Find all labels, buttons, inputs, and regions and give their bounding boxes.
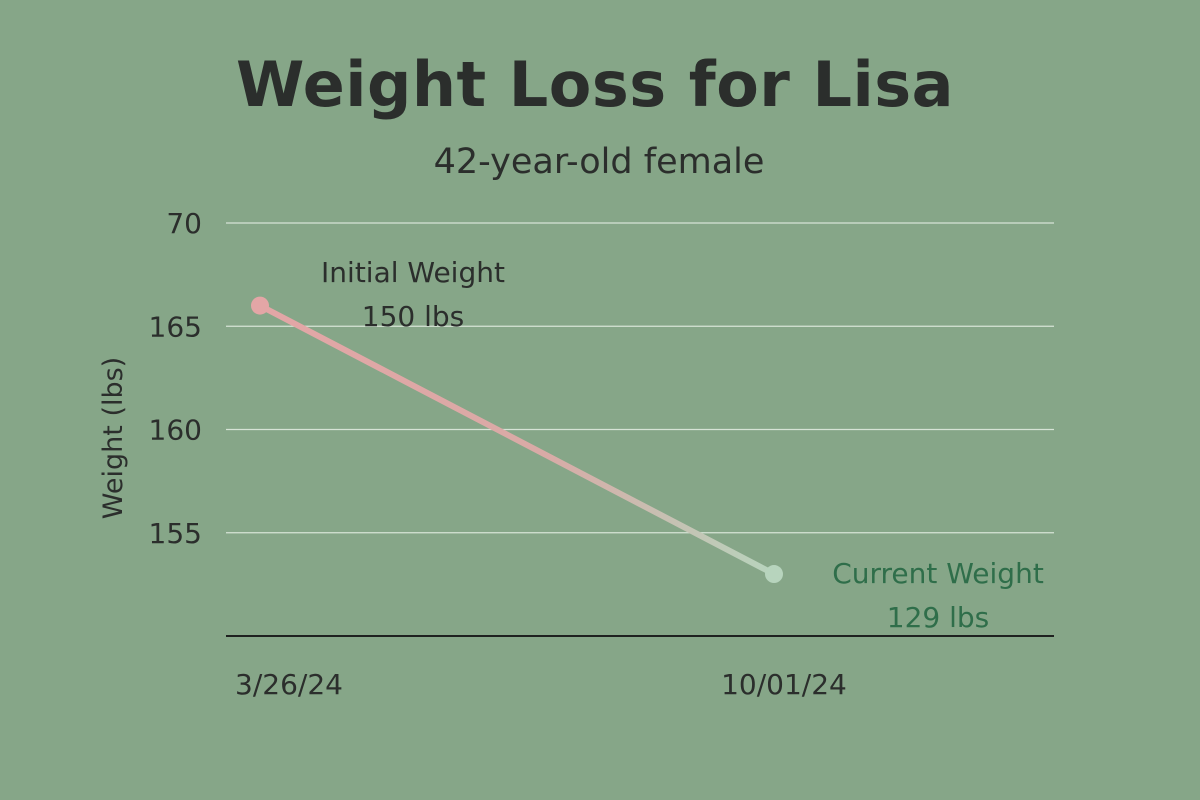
y-tick-label: 155 [149,517,202,550]
y-tick-label: 165 [149,310,202,343]
x-tick-labels: 3/26/24 10/01/24 [235,668,847,701]
x-tick-label: 3/26/24 [235,668,343,701]
series-line [257,302,777,578]
chart-subtitle: 42-year-old female [433,142,765,182]
y-tick-labels: 70 165 160 155 [149,207,202,550]
annotation-label: Initial Weight [321,256,505,289]
series-weight [251,296,783,584]
x-tick-label: 10/01/24 [721,668,847,701]
y-tick-label: 70 [166,207,202,240]
annotation-label: 150 lbs [362,300,464,333]
data-point [251,296,269,315]
annotation-label: Current Weight [832,557,1044,590]
chart-title: Weight Loss for Lisa [236,48,954,121]
y-tick-label: 160 [149,414,202,447]
annotations: Initial Weight 150 lbs Current Weight 129 l… [321,256,1044,634]
annotation-label: 129 lbs [887,601,989,634]
data-point [765,565,783,584]
y-axis-label: Weight (lbs) [98,357,129,519]
gridlines [226,222,1054,534]
